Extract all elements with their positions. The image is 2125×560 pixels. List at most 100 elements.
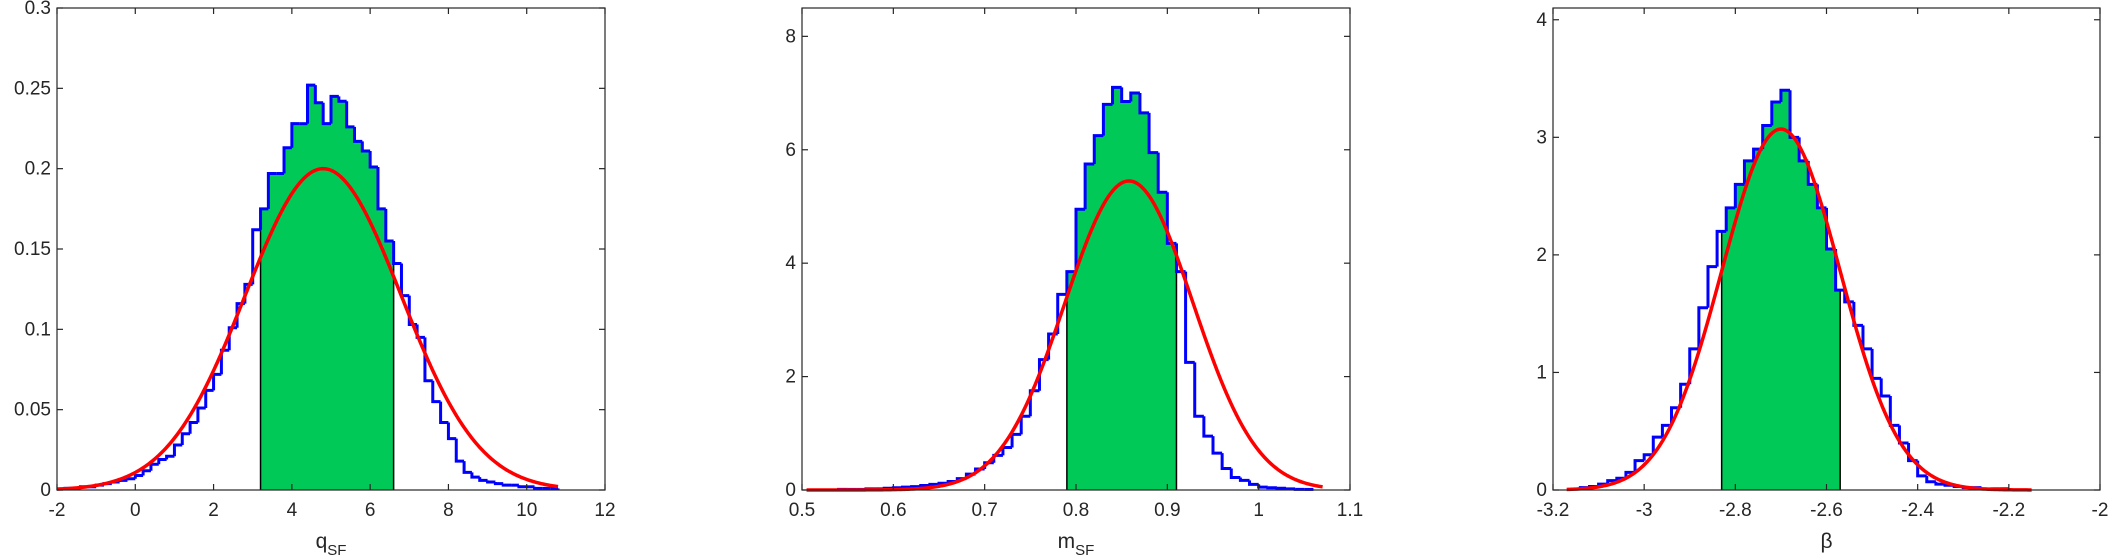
fit-curve — [1566, 127, 2032, 492]
histogram-bin — [478, 477, 488, 482]
histogram-bin — [125, 477, 136, 481]
histogram-bin — [1028, 389, 1040, 417]
y-tick-label: 0 — [40, 480, 51, 501]
histogram-bin — [368, 150, 378, 169]
y-tick-label: 4 — [785, 253, 796, 274]
x-tick-label: 10 — [516, 500, 537, 521]
x-axis-label-main: m — [1058, 530, 1076, 553]
x-axis-label-main: q — [316, 530, 328, 553]
x-tick-label: 1.1 — [1337, 500, 1363, 521]
fit-curve — [56, 166, 559, 491]
x-tick-label: 0.9 — [1154, 500, 1180, 521]
histogram-bin — [329, 94, 339, 124]
x-tick-label: -2.6 — [1810, 500, 1843, 521]
x-tick-label: 4 — [287, 500, 298, 521]
x-axis-label-q-sf: qSF — [316, 530, 347, 559]
histogram-bin — [196, 406, 206, 423]
histogram-bin — [1779, 88, 1791, 103]
histogram-bin — [321, 102, 331, 126]
histogram-bin — [1266, 486, 1277, 490]
histogram-bin — [306, 83, 316, 124]
x-axis-label-subscript: SF — [1075, 542, 1094, 559]
histogram-bin — [227, 326, 238, 351]
histogram-bin — [1248, 480, 1259, 486]
histogram-bin — [188, 421, 198, 434]
histogram-bin — [1101, 102, 1113, 136]
histogram-bin — [1138, 93, 1150, 115]
histogram-bin — [133, 474, 144, 479]
y-tick-label: 0.05 — [14, 400, 51, 421]
x-tick-label: -3 — [1636, 500, 1653, 521]
x-axis-label-m-sf: mSF — [1058, 530, 1095, 559]
histogram-bin — [1111, 85, 1122, 105]
x-axis-label-beta: β — [1820, 530, 1832, 553]
histogram-bin — [937, 481, 949, 485]
histogram-bin — [1074, 207, 1086, 272]
y-tick-label: 3 — [1536, 127, 1547, 148]
histogram-bin — [165, 454, 175, 460]
x-axis-label-subscript: SF — [327, 542, 346, 559]
histogram-bin — [172, 443, 183, 457]
histogram-bin — [337, 96, 347, 103]
histogram-bin — [1147, 112, 1159, 155]
x-tick-label: 0 — [130, 500, 141, 521]
y-tick-label: 0.2 — [25, 159, 51, 180]
histogram-bin — [266, 171, 277, 209]
interval-fill — [260, 85, 394, 491]
histogram-bin — [1633, 459, 1645, 473]
x-tick-label: 0.6 — [880, 500, 906, 521]
x-tick-label: -2 — [49, 500, 66, 521]
histogram-bin — [1879, 378, 1891, 398]
histogram-bin — [1220, 453, 1232, 470]
histogram-bin — [376, 167, 386, 211]
x-tick-label: 12 — [594, 500, 615, 521]
histogram-bin — [517, 485, 527, 489]
histogram-bin — [1733, 182, 1745, 208]
y-tick-label: 2 — [1536, 245, 1547, 266]
histogram-bin — [1092, 134, 1104, 164]
histogram-bin — [1238, 477, 1250, 482]
histogram-bin — [392, 240, 402, 265]
y-tick-label: 0.1 — [25, 319, 51, 340]
histogram-bin — [910, 485, 921, 489]
histogram-bin — [251, 228, 261, 285]
histogram-bin — [1129, 91, 1140, 102]
histogram-bin — [1788, 90, 1800, 139]
y-tick-label: 1 — [1536, 362, 1547, 383]
histogram-bin — [282, 146, 292, 174]
histogram-bin — [1834, 249, 1845, 292]
histogram-bin — [486, 480, 496, 484]
histogram-bin — [1275, 486, 1287, 490]
histogram-bin — [1284, 487, 1296, 491]
x-tick-label: 0.8 — [1063, 500, 1089, 521]
histogram-bin — [462, 461, 472, 474]
histogram-bin — [384, 208, 394, 243]
histogram-bin — [1688, 347, 1699, 385]
x-tick-label: -2 — [2092, 500, 2109, 521]
x-tick-label: 6 — [365, 500, 376, 521]
y-tick-label: 8 — [785, 26, 796, 47]
histogram-bin — [1697, 306, 1708, 349]
histogram-bin — [1660, 423, 1672, 438]
interval-fill — [1721, 90, 1841, 490]
histogram-bin — [1925, 475, 1936, 484]
y-tick-label: 4 — [1536, 10, 1547, 31]
histogram-bin — [1742, 159, 1754, 185]
histogram-bin — [431, 380, 441, 404]
y-tick-label: 0 — [1536, 480, 1547, 501]
x-tick-label: 2 — [208, 500, 219, 521]
histogram-bin — [928, 482, 939, 486]
histogram-bin — [454, 438, 465, 463]
histogram-bin — [180, 432, 191, 446]
interval-fill — [1066, 87, 1177, 490]
x-axis-label-main: β — [1820, 530, 1832, 553]
histogram-bin — [1724, 206, 1736, 232]
histogram-bin — [360, 141, 371, 153]
histogram-bin — [533, 486, 543, 490]
histogram-bin — [1761, 124, 1772, 150]
histogram-bin — [141, 469, 151, 476]
histogram-bin — [157, 457, 167, 465]
y-tick-label: 2 — [785, 367, 796, 388]
